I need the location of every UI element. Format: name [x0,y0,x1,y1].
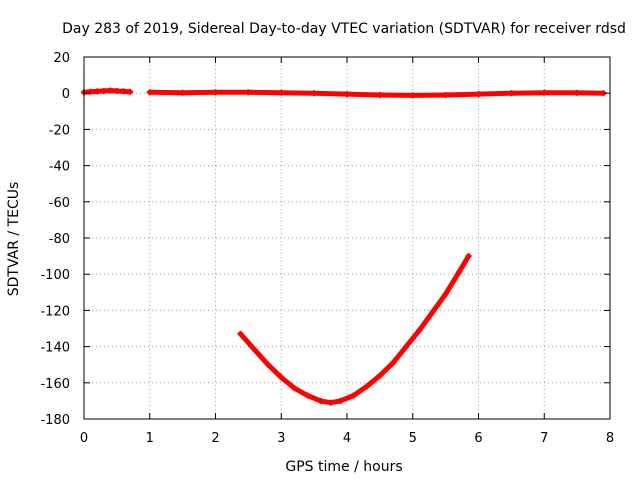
y-tick-label: -160 [40,377,70,392]
x-tick-label: 6 [474,431,482,446]
y-tick-label: -180 [40,413,70,428]
x-tick-label: 8 [606,431,614,446]
x-tick-label: 5 [409,431,417,446]
y-tick-label: -80 [49,232,70,247]
x-tick-label: 4 [343,431,351,446]
grid-lines [84,57,610,419]
y-tick-label: -40 [49,160,70,175]
chart-title: Day 283 of 2019, Sidereal Day-to-day VTE… [62,21,626,37]
x-axis-label: GPS time / hours [285,459,402,475]
y-tick-label: -140 [40,341,70,356]
y-tick-label: -20 [49,123,70,138]
x-tick-label: 3 [277,431,285,446]
x-tick-label: 0 [80,431,88,446]
x-tick-label: 7 [540,431,548,446]
y-tick-label: -100 [40,268,70,283]
y-tick-label: -60 [49,196,70,211]
x-tick-label: 2 [211,431,219,446]
data-series [81,87,607,406]
y-tick-label: 0 [62,87,70,102]
axis-ticks: 0 1 2 3 4 5 6 7 8 20 0 -20 -40 -60 -80 -100 -120 -140 -160… [40,51,614,446]
y-axis-label: SDTVAR / TECUs [6,182,22,297]
x-tick-label: 1 [146,431,154,446]
y-tick-label: -120 [40,304,70,319]
y-tick-label: 20 [53,51,70,66]
series-trace-3 [238,253,472,406]
